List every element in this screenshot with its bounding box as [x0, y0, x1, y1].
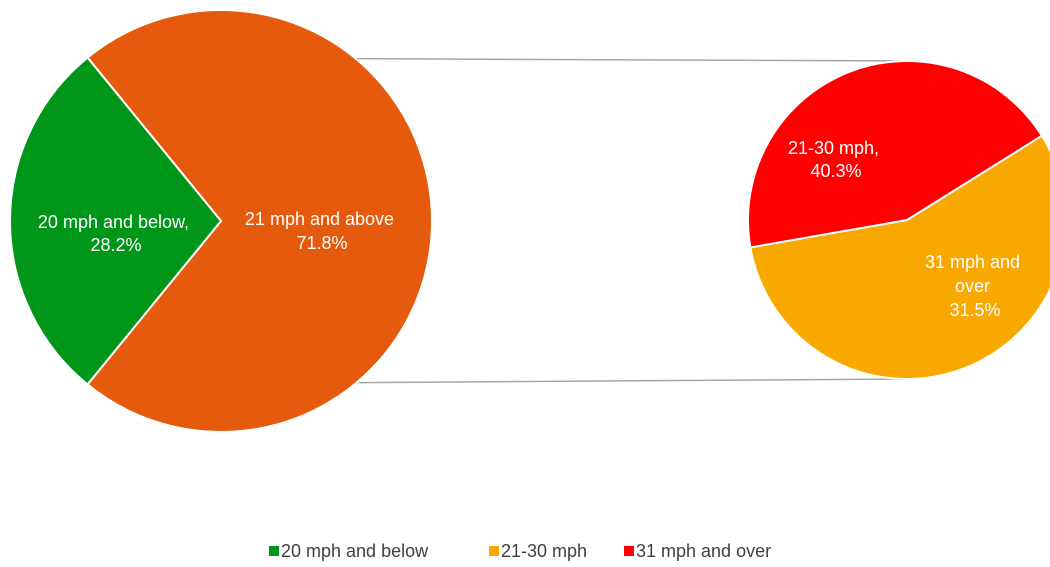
legend-item-31-mph-and-over: 31 mph and over — [624, 541, 771, 561]
legend-item-20-mph-and-below: 20 mph and below — [269, 541, 429, 561]
slice-21-mph-and-above — [86, 9, 433, 433]
slice-20-mph-and-below — [9, 56, 223, 386]
slice-31-mph-and-over — [747, 60, 1044, 249]
legend-swatch-31-mph-and-over — [624, 546, 634, 556]
label-21-30-mph: 21-30 mph, 40.3% — [788, 138, 884, 181]
secondary-pie — [747, 60, 1050, 380]
legend-label-21-30-mph: 21-30 mph — [501, 541, 587, 561]
legend-swatch-21-30-mph — [489, 546, 499, 556]
main-pie — [9, 9, 433, 433]
label-20-mph-and-below: 20 mph and below, 28.2% — [38, 212, 194, 255]
legend-item-21-30-mph: 21-30 mph — [489, 541, 587, 561]
label-31-mph-and-over: 31 mph and over 31.5% — [925, 252, 1025, 320]
legend-swatch-20-mph-and-below — [269, 546, 279, 556]
legend-label-20-mph-and-below: 20 mph and below — [281, 541, 429, 561]
label-21-mph-and-above: 21 mph and above 71.8% — [245, 209, 399, 253]
legend-label-31-mph-and-over: 31 mph and over — [636, 541, 771, 561]
legend: 20 mph and below 21-30 mph 31 mph and ov… — [269, 541, 771, 561]
slice-21-30-mph — [749, 134, 1050, 380]
